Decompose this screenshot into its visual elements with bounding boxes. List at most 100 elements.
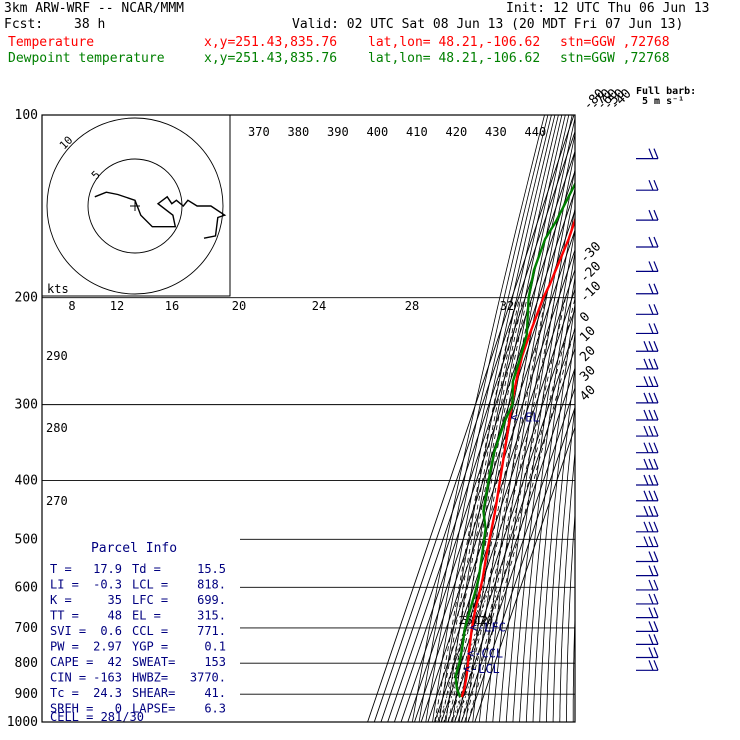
dewpoint-xy: x,y=251.43,835.76 — [204, 51, 338, 66]
parcel-info-key: HWBZ= — [132, 671, 168, 685]
dry-adiabat-line — [505, 206, 575, 722]
dry-adiabat-line — [580, 115, 631, 722]
parcel-info-value: 153 — [204, 655, 226, 669]
theta-label: 430 — [485, 125, 507, 139]
parcel-info-key: LFC = — [132, 593, 168, 607]
pressure-label: 900 — [15, 687, 38, 702]
sounding-profiles — [454, 181, 575, 698]
parcel-info-value: 818. — [197, 578, 226, 592]
pressure-label: 200 — [15, 291, 38, 306]
wind-barb — [636, 474, 659, 486]
dry-adiabat-line — [425, 115, 552, 722]
isotherm-line — [474, 425, 575, 722]
mixing-ratio-label: 20 — [480, 614, 493, 627]
dry-adiabat-line — [572, 606, 575, 722]
wind-barb — [636, 579, 659, 591]
full-barb-unit: 5 m s⁻¹ — [642, 96, 684, 107]
temperature-xy: x,y=251.43,835.76 — [204, 35, 338, 50]
mixing-ratio-label: 3 — [462, 614, 469, 627]
isotherm-line — [440, 327, 575, 722]
parcel-info-key: PW = — [50, 640, 79, 654]
wind-barb — [636, 490, 659, 502]
hodograph-unit: kts — [47, 282, 69, 296]
dewpoint-latlon: lat,lon= 48.21,-106.62 — [368, 51, 541, 66]
isotherm-line — [420, 268, 575, 722]
parcel-info-value: 42 — [108, 655, 122, 669]
model-title: 3km ARW-WRF -- NCAR/MMM — [4, 1, 185, 16]
wind-barb — [636, 521, 659, 533]
parcel-info-value: 17.9 — [93, 562, 122, 576]
speed-label: 8 — [68, 299, 75, 313]
parcel-info-key: SVI = — [50, 624, 86, 638]
temperature-station: stn=GGW ,72768 — [560, 35, 670, 50]
parcel-level-label: <-EL — [511, 410, 540, 424]
wind-barb — [636, 376, 659, 388]
parcel-info-value: 41. — [204, 686, 226, 700]
pressure-label: 800 — [15, 656, 38, 671]
wind-barb — [636, 341, 659, 352]
wind-barb — [636, 565, 659, 577]
parcel-level-markers: <-EL <-LFC <-CCL <-LCL — [464, 410, 540, 676]
isotherm-line — [460, 386, 575, 722]
wind-barb — [636, 536, 659, 548]
theta-label: 420 — [446, 125, 468, 139]
dry-adiabat-line — [593, 115, 639, 722]
theta-label: 440 — [525, 125, 547, 139]
isotherm-line — [380, 149, 575, 722]
dewpoint-legend: Dewpoint temperature — [8, 51, 165, 66]
dry-adiabat-line — [452, 115, 566, 722]
parcel-info-value: 0.6 — [100, 624, 122, 638]
speed-label: 24 — [312, 299, 326, 313]
wind-barb — [636, 505, 659, 517]
parcel-info-key: CIN = — [50, 671, 86, 685]
header-block: 3km ARW-WRF -- NCAR/MMM Init: 12 UTC Thu… — [0, 0, 740, 70]
adiabat-label: 280 — [46, 421, 68, 435]
isotherm-line — [407, 228, 575, 722]
parcel-info-key: SWEAT= — [132, 655, 175, 669]
isotherm-right-label: 40 — [577, 383, 599, 405]
parcel-info-cell: CELL = 281/30 — [50, 710, 144, 724]
isotherms — [367, 115, 575, 722]
adiabat-label: 290 — [46, 349, 68, 363]
theta-label: 370 — [248, 125, 270, 139]
wind-barb — [636, 304, 659, 315]
wind-barb — [636, 458, 659, 470]
parcel-info-value: 771. — [197, 624, 226, 638]
isotherm-line — [367, 115, 575, 722]
dry-adiabat-line — [586, 115, 634, 722]
parcel-info-value: 0 — [115, 702, 122, 716]
parcel-level-label: <-LCL — [464, 662, 500, 676]
wind-barb — [636, 358, 659, 370]
dry-adiabat-line — [479, 132, 575, 722]
parcel-info-key: SREH = — [50, 702, 93, 716]
parcel-level-label: <-CCL — [467, 646, 503, 660]
isotherm-line — [447, 347, 575, 722]
mixing-ratio-label: 2 — [459, 614, 466, 627]
parcel-info-title: Parcel Info — [91, 541, 177, 556]
dry-adiabat-line — [512, 227, 575, 722]
pressure-label: 500 — [15, 532, 38, 547]
pressure-label: 100 — [15, 108, 38, 123]
speed-label: 20 — [232, 299, 246, 313]
dry-adiabat-line — [559, 448, 575, 722]
wind-barb — [636, 660, 659, 671]
wind-barb — [636, 442, 659, 454]
isotherm-right-label: 0 — [577, 309, 593, 325]
parcel-level-label: <-LFC — [470, 621, 506, 635]
speed-label: 28 — [405, 299, 419, 313]
parcel-info-key: SHEAR= — [132, 686, 175, 700]
dry-adiabat-line — [552, 402, 575, 722]
isotherm-line — [454, 366, 575, 722]
mixing-ratio-line — [443, 587, 486, 722]
dry-adiabat-line — [412, 115, 545, 722]
dry-adiabat-line — [492, 167, 575, 722]
theta-label: 400 — [367, 125, 389, 139]
parcel-info-value: 6.3 — [204, 702, 226, 716]
dry-adiabat-line — [546, 364, 575, 722]
isotherm-line — [373, 130, 575, 722]
dry-adiabat-line — [525, 274, 575, 722]
wind-barb — [636, 409, 659, 421]
wind-barb — [636, 621, 659, 632]
parcel-info-key: TT = — [50, 609, 79, 623]
